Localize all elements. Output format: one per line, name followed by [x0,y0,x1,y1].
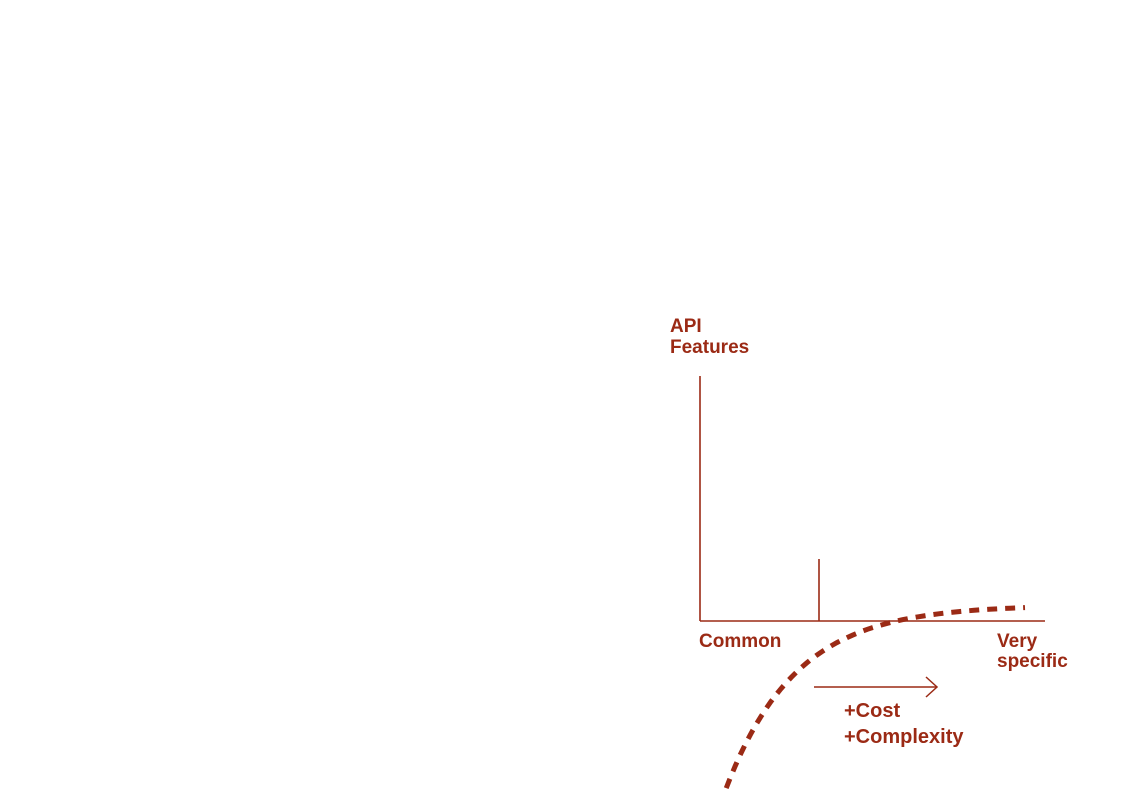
cost-arrow [814,676,939,698]
x-axis-end-label-line1: Very [997,631,1038,652]
y-axis-label: API Features [670,316,750,359]
x-axis-end-label: Very specific [997,632,1068,672]
y-axis-label-line2: Features [670,336,750,358]
complexity-label: +Complexity [844,726,964,748]
cost-label: +Cost [844,700,901,722]
x-axis-end-label-line2: specific [997,650,1068,672]
x-axis-start-label: Common [699,631,782,652]
cost-complexity-label: +Cost +Complexity [844,698,963,750]
long-tail-curve [721,605,1026,794]
y-axis-label-line1: API [670,316,702,337]
